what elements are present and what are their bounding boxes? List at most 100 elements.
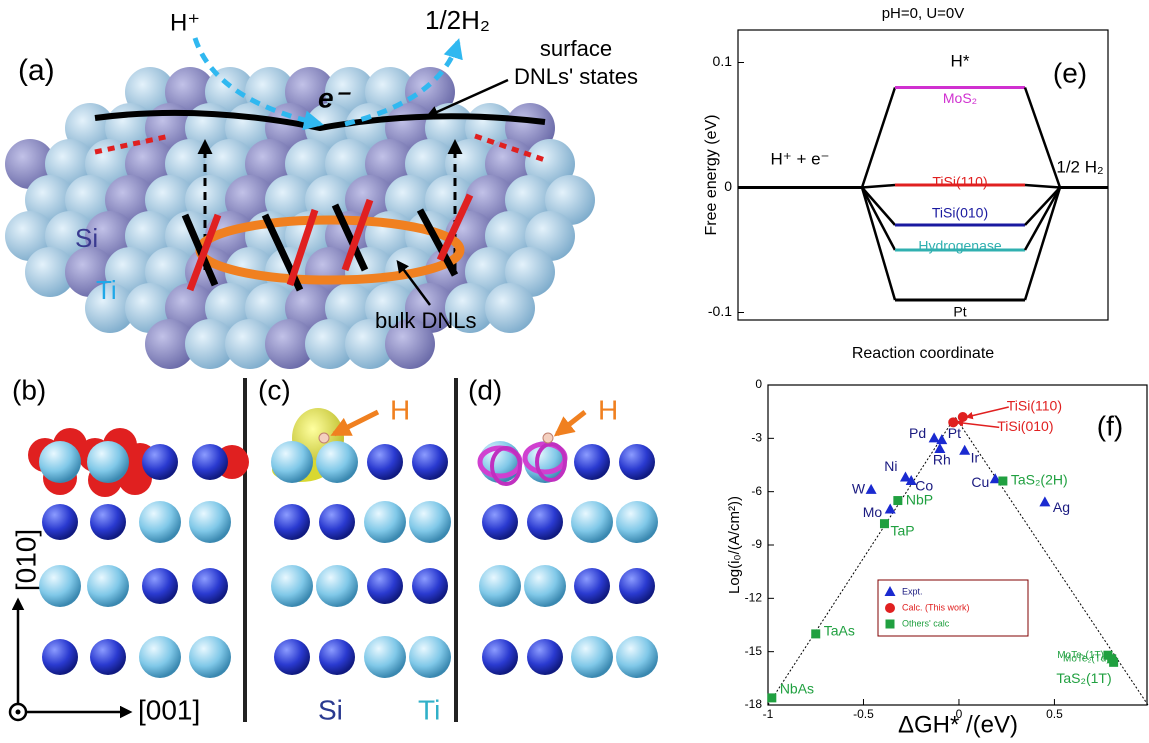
atom [364,636,406,678]
panel-label: (f) [1097,410,1123,441]
bulk-label: bulk DNLs [375,308,476,333]
level-connector [1025,185,1060,188]
point-label: Mo [863,504,883,520]
y-axis-label: Free energy (eV) [703,115,720,236]
legend-label: Calc. (This work) [902,602,970,612]
atom [142,568,178,604]
level-connector [862,185,895,188]
point-label: TiSi(110) [1007,398,1062,414]
ti-label: Ti [96,275,117,305]
atom [485,283,535,333]
level-connector [862,88,895,188]
point-label: TaAs [824,623,855,639]
x-tick-label: 0.5 [1046,707,1063,721]
atom [364,501,406,543]
level-connector [1025,188,1060,301]
x-axis-label: Reaction coordinate [852,345,994,362]
atom [90,504,126,540]
h-arrow [557,412,585,434]
atom [527,639,563,675]
atom [479,565,521,607]
atom [367,568,403,604]
atom [139,501,181,543]
series-label: Pt [953,304,966,320]
data-point [959,445,970,455]
atom [482,639,518,675]
atom [319,639,355,675]
page: (a) H⁺ 1/2H₂ e⁻ surface DNLs' states Si … [0,0,1149,743]
atom [571,636,613,678]
atom [192,568,228,604]
data-point [885,586,896,596]
atom [39,565,81,607]
panel-label: (d) [468,374,502,405]
data-point [893,496,902,505]
panel-label: (a) [18,54,55,87]
data-point [767,693,776,702]
panel-label: (c) [258,374,291,405]
surface-label: DNLs' states [514,64,638,89]
stage-label: 1/2 H₂ [1056,157,1103,176]
atom [571,501,613,543]
point-label: Pt [948,425,961,441]
atom [39,441,81,483]
point-label: Ir [971,449,980,465]
data-point [886,620,895,629]
x-tick-label: -1 [763,707,774,721]
h2-label: 1/2H₂ [425,5,490,35]
panel-label: (b) [12,374,46,405]
h-arrow [334,412,378,434]
point-label: MoTe₂(Td) [1063,653,1110,664]
data-point [1109,658,1118,667]
atom [574,444,610,480]
out-of-plane-symbol [16,710,21,715]
x-tick-label: 0 [956,707,963,721]
atom [142,444,178,480]
atom [619,568,655,604]
point-label: TaP [890,522,914,538]
point-label: NbP [906,491,933,507]
atom [274,504,310,540]
y-tick-label: -9 [751,537,762,551]
atom [189,636,231,678]
point-label: TaS₂(1T) [1056,670,1111,686]
atom [316,441,358,483]
data-point [936,434,947,444]
x-tick-label: -0.5 [853,707,874,721]
si-label: Si [75,223,98,253]
y-tick-label: -3 [751,431,762,445]
atom [367,444,403,480]
h-plus-label: H⁺ [170,9,200,36]
stage-label: H* [951,51,970,70]
atom [482,504,518,540]
atom [42,639,78,675]
atom [192,444,228,480]
atom [527,504,563,540]
atom [412,444,448,480]
series-label: Hydrogenase [918,238,1001,254]
series-label: MoS₂ [943,90,977,106]
legend-label: Others' calc [902,618,950,628]
stage-label: H⁺ + e⁻ [770,149,829,168]
surface-label: surface [540,36,612,61]
point-label: Ag [1053,499,1070,515]
data-point [998,477,1007,486]
point-label: Pd [909,425,926,441]
point-label: TiSi(010) [997,418,1053,434]
atom [524,565,566,607]
figure: (a) H⁺ 1/2H₂ e⁻ surface DNLs' states Si … [0,0,1149,743]
y-tick-label: 0.1 [713,53,733,69]
point-label: Cu [971,474,989,490]
electron-label: e⁻ [318,82,352,113]
data-point [1039,496,1050,506]
point-label: TaS₂(2H) [1011,472,1068,488]
point-label: Rh [933,452,951,468]
data-point [811,629,820,638]
y-tick-label: 0 [724,178,732,194]
data-point [948,417,958,427]
si-label: Si [318,694,343,725]
y-tick-label: -12 [745,591,763,605]
panel-bcd-atoms: (b) (c) (d) H H [010] [001] Si Ti [10,374,658,725]
atom [616,501,658,543]
atom [271,565,313,607]
